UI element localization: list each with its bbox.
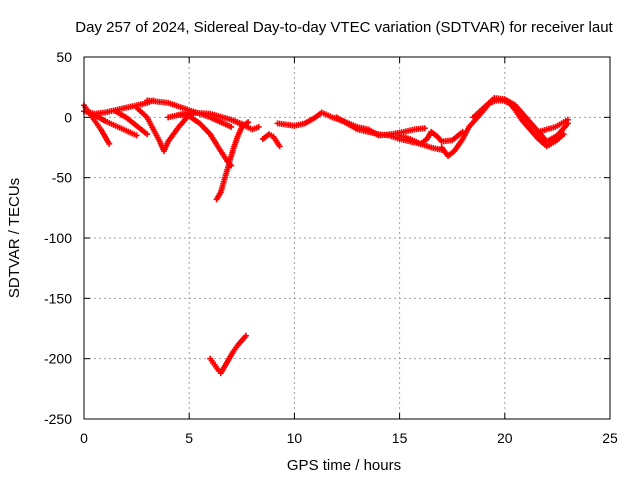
data-point <box>245 119 252 126</box>
data-points <box>81 95 571 377</box>
y-tick-labels: 50 0 -50 -100 -150 -200 -250 <box>44 49 72 427</box>
y-tick-label: 50 <box>56 49 72 65</box>
x-tick-label: 20 <box>497 430 513 446</box>
series-arc-8 <box>175 111 235 169</box>
data-point <box>228 123 235 130</box>
y-tick-label: 0 <box>64 109 72 125</box>
y-tick-label: -50 <box>52 170 72 186</box>
series-arc-17 <box>535 116 571 135</box>
series-arc-9 <box>213 119 252 203</box>
series-arc-18 <box>207 332 250 377</box>
series-arc-3 <box>91 111 140 139</box>
x-axis-label: GPS time / hours <box>287 457 401 474</box>
data-point <box>255 123 262 130</box>
x-tick-labels: 0 5 10 15 20 25 <box>80 430 618 446</box>
data-point <box>144 131 151 138</box>
y-axis-label: SDTVAR / TECUs <box>6 178 23 298</box>
series-arc-16 <box>470 95 571 145</box>
y-tick-label: -250 <box>44 411 72 427</box>
data-point <box>106 140 113 147</box>
series-arc-11 <box>259 131 283 150</box>
data-point <box>276 143 283 150</box>
grid-lines <box>84 57 610 419</box>
data-point <box>564 116 571 123</box>
data-point <box>421 125 428 132</box>
x-tick-label: 5 <box>185 430 193 446</box>
series-arc-4 <box>112 108 151 138</box>
chart-title: Day 257 of 2024, Sidereal Day-to-day VTE… <box>75 19 613 36</box>
x-tick-label: 15 <box>392 430 408 446</box>
x-tick-label: 0 <box>80 430 88 446</box>
data-point <box>243 332 250 339</box>
y-tick-label: -150 <box>44 290 72 306</box>
data-point <box>133 132 140 139</box>
x-tick-label: 25 <box>602 430 618 446</box>
x-tick-label: 10 <box>287 430 303 446</box>
y-tick-label: -200 <box>44 351 72 367</box>
y-tick-label: -100 <box>44 230 72 246</box>
data-point <box>459 128 466 135</box>
series-arc-10 <box>228 116 262 133</box>
axis-ticks <box>83 56 611 420</box>
series-arc-15 <box>438 97 567 159</box>
series-arc-14 <box>396 128 466 147</box>
